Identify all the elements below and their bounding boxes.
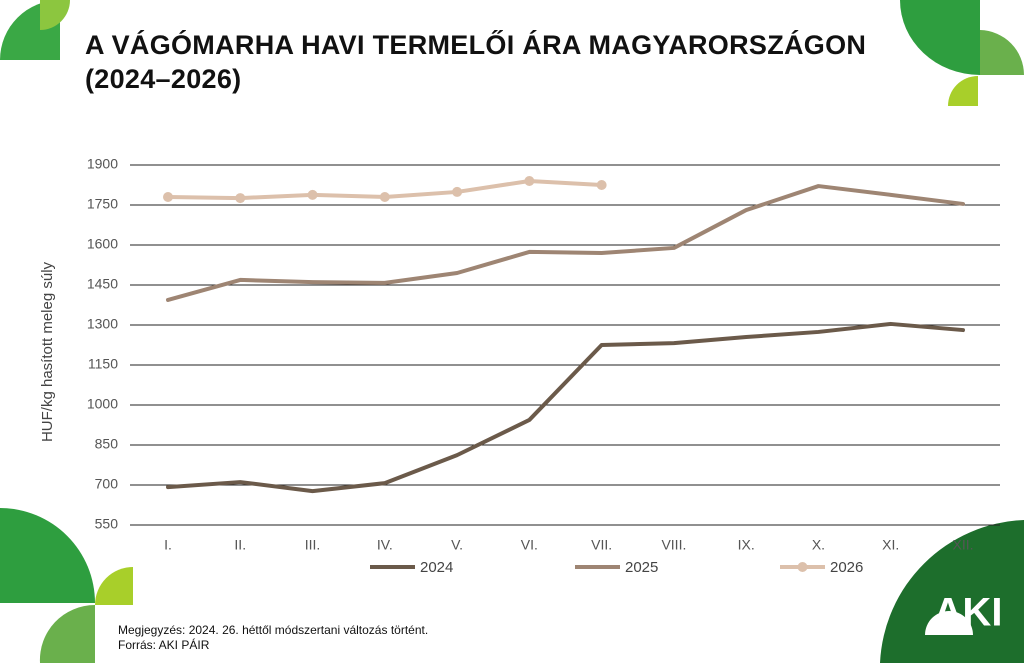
legend-label: 2026 (830, 559, 863, 576)
logo: AKI (934, 591, 1003, 635)
legend-marker (797, 562, 808, 572)
x-tick-label: IV. (377, 537, 393, 553)
y-tick-label: 1300 (87, 316, 118, 332)
legend-label: 2025 (625, 559, 658, 576)
point (596, 180, 607, 190)
x-tick-label: X. (812, 537, 825, 553)
y-tick-label: 1450 (87, 276, 118, 292)
y-tick-label: 1000 (87, 396, 118, 412)
x-tick-label: II. (234, 537, 246, 553)
x-tick-label: I. (164, 537, 172, 553)
y-tick-label: 1150 (88, 356, 118, 372)
x-tick-label: VI. (521, 537, 538, 553)
x-tick-label: XI. (882, 537, 899, 553)
x-tick-label: VIII. (661, 537, 686, 553)
y-tick-label: 850 (95, 436, 119, 452)
point (235, 193, 246, 204)
x-tick-label: XII. (952, 537, 973, 553)
x-tick-label: III. (305, 537, 321, 553)
legend-label: 2024 (420, 559, 453, 576)
note: Megjegyzés: 2024. 26. héttől módszertani… (118, 623, 428, 637)
point (307, 189, 318, 200)
point (379, 192, 390, 202)
point (524, 176, 535, 186)
point (163, 192, 173, 202)
y-tick-label: 700 (95, 476, 119, 492)
y-tick-label: 1750 (87, 196, 118, 212)
x-tick-label: V. (451, 537, 463, 553)
x-tick-label: VII. (591, 537, 612, 553)
y-axis-label: HUF/kg hasított meleg súly (39, 261, 56, 442)
chart-title: A VÁGÓMARHA HAVI TERMELŐI ÁRA MAGYARORSZ… (85, 30, 867, 94)
source: Forrás: AKI PÁIR (118, 637, 210, 652)
y-tick-label: 1900 (87, 156, 118, 172)
y-tick-label: 1600 (87, 236, 118, 252)
x-tick-label: IX. (738, 537, 755, 553)
series-line (166, 321, 965, 494)
y-tick-label: 550 (95, 516, 119, 532)
series-line (166, 184, 965, 302)
point (452, 186, 463, 197)
